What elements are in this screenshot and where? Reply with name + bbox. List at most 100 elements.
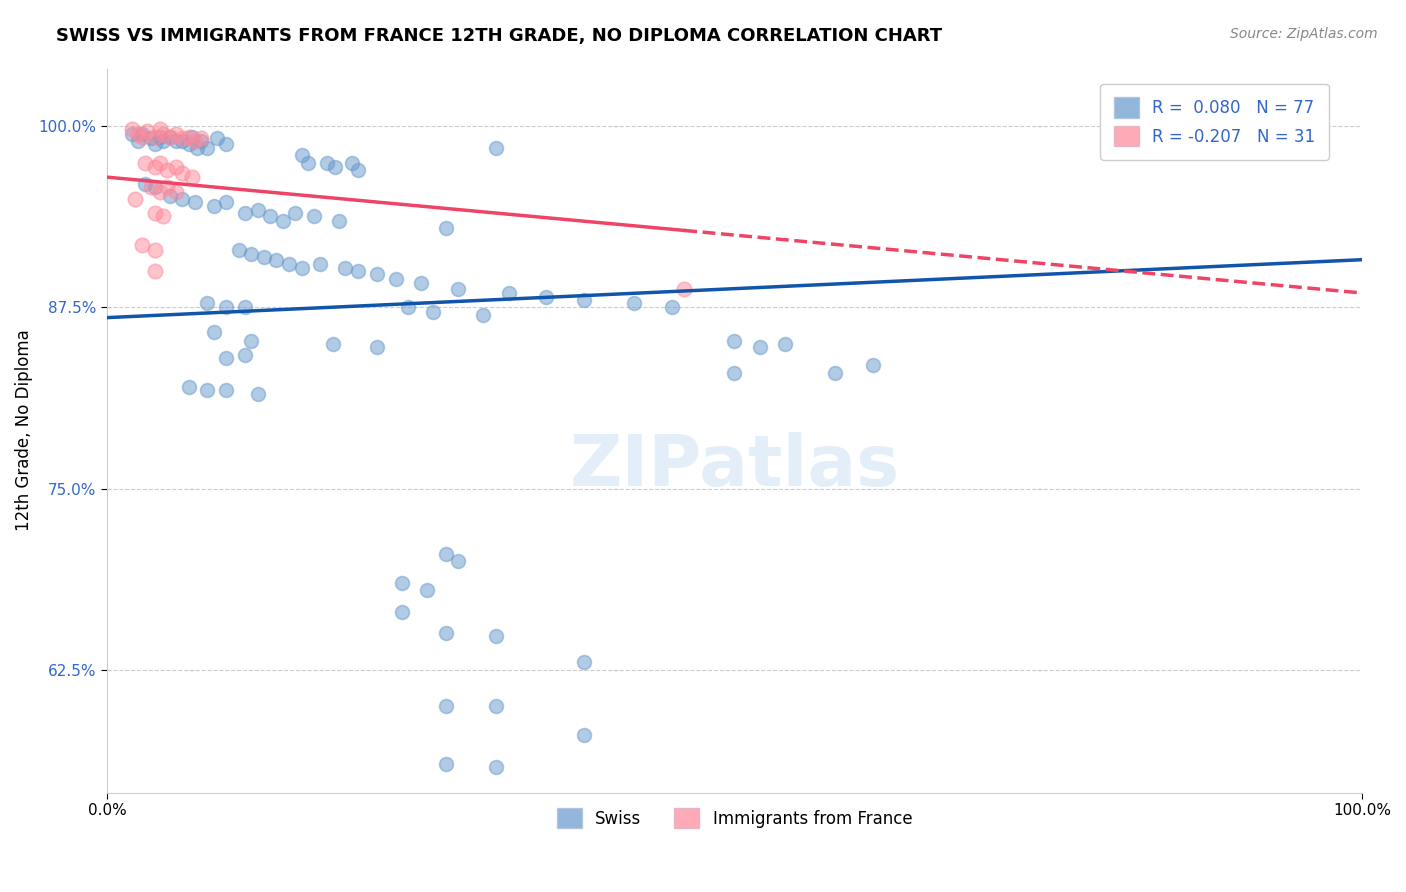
- Point: [121, 122, 143, 136]
- Point: [131, 127, 153, 141]
- Text: SWISS VS IMMIGRANTS FROM FRANCE 12TH GRADE, NO DIPLOMA CORRELATION CHART: SWISS VS IMMIGRANTS FROM FRANCE 12TH GRA…: [56, 27, 942, 45]
- Point: [824, 366, 846, 380]
- Point: [184, 194, 207, 209]
- Point: [434, 626, 457, 640]
- Point: [485, 141, 508, 155]
- Point: [335, 261, 357, 276]
- Point: [149, 155, 172, 169]
- Point: [177, 136, 200, 151]
- Point: [366, 340, 388, 354]
- Point: [290, 261, 312, 276]
- Point: [266, 252, 288, 267]
- Point: [143, 264, 166, 278]
- Point: [190, 134, 212, 148]
- Point: [131, 238, 153, 252]
- Point: [177, 380, 200, 394]
- Point: [240, 334, 263, 348]
- Point: [165, 185, 187, 199]
- Point: [143, 129, 166, 144]
- Point: [127, 134, 149, 148]
- Y-axis label: 12th Grade, No Diploma: 12th Grade, No Diploma: [15, 330, 32, 532]
- Point: [233, 348, 256, 362]
- Point: [184, 134, 207, 148]
- Point: [215, 351, 238, 366]
- Point: [152, 127, 174, 141]
- Point: [572, 293, 595, 308]
- Point: [177, 129, 200, 144]
- Point: [172, 134, 194, 148]
- Point: [139, 131, 162, 145]
- Point: [159, 129, 181, 144]
- Point: [159, 189, 181, 203]
- Point: [434, 698, 457, 713]
- Point: [416, 582, 439, 597]
- Point: [202, 325, 225, 339]
- Point: [215, 383, 238, 397]
- Point: [131, 129, 153, 144]
- Point: [536, 290, 558, 304]
- Point: [384, 271, 406, 285]
- Point: [623, 296, 645, 310]
- Point: [165, 134, 187, 148]
- Point: [434, 220, 457, 235]
- Point: [233, 301, 256, 315]
- Point: [302, 209, 325, 223]
- Point: [215, 136, 238, 151]
- Point: [195, 296, 218, 310]
- Point: [409, 276, 432, 290]
- Point: [152, 134, 174, 148]
- Point: [134, 178, 156, 192]
- Point: [278, 257, 301, 271]
- Point: [181, 170, 204, 185]
- Point: [347, 162, 370, 177]
- Point: [572, 728, 595, 742]
- Point: [422, 305, 444, 319]
- Point: [165, 127, 187, 141]
- Point: [485, 759, 508, 773]
- Point: [134, 155, 156, 169]
- Point: [322, 336, 344, 351]
- Point: [434, 547, 457, 561]
- Point: [207, 131, 229, 145]
- Point: [246, 203, 269, 218]
- Point: [434, 756, 457, 771]
- Point: [309, 257, 332, 271]
- Point: [202, 199, 225, 213]
- Point: [391, 605, 413, 619]
- Point: [152, 209, 174, 223]
- Point: [723, 334, 745, 348]
- Point: [124, 192, 146, 206]
- Point: [143, 136, 166, 151]
- Point: [391, 575, 413, 590]
- Point: [328, 213, 350, 227]
- Point: [325, 160, 347, 174]
- Point: [297, 155, 319, 169]
- Point: [748, 340, 770, 354]
- Point: [366, 267, 388, 281]
- Point: [396, 301, 419, 315]
- Point: [172, 166, 194, 180]
- Point: [172, 131, 194, 145]
- Point: [673, 282, 696, 296]
- Point: [195, 383, 218, 397]
- Point: [472, 308, 495, 322]
- Point: [149, 185, 172, 199]
- Point: [340, 155, 363, 169]
- Point: [485, 698, 508, 713]
- Point: [723, 366, 745, 380]
- Point: [661, 301, 683, 315]
- Point: [271, 213, 294, 227]
- Point: [181, 129, 204, 144]
- Point: [572, 656, 595, 670]
- Point: [215, 301, 238, 315]
- Point: [228, 243, 250, 257]
- Point: [156, 180, 179, 194]
- Text: Source: ZipAtlas.com: Source: ZipAtlas.com: [1230, 27, 1378, 41]
- Point: [447, 554, 470, 568]
- Point: [284, 206, 307, 220]
- Point: [127, 127, 149, 141]
- Point: [121, 127, 143, 141]
- Point: [347, 264, 370, 278]
- Point: [315, 155, 337, 169]
- Point: [149, 129, 172, 144]
